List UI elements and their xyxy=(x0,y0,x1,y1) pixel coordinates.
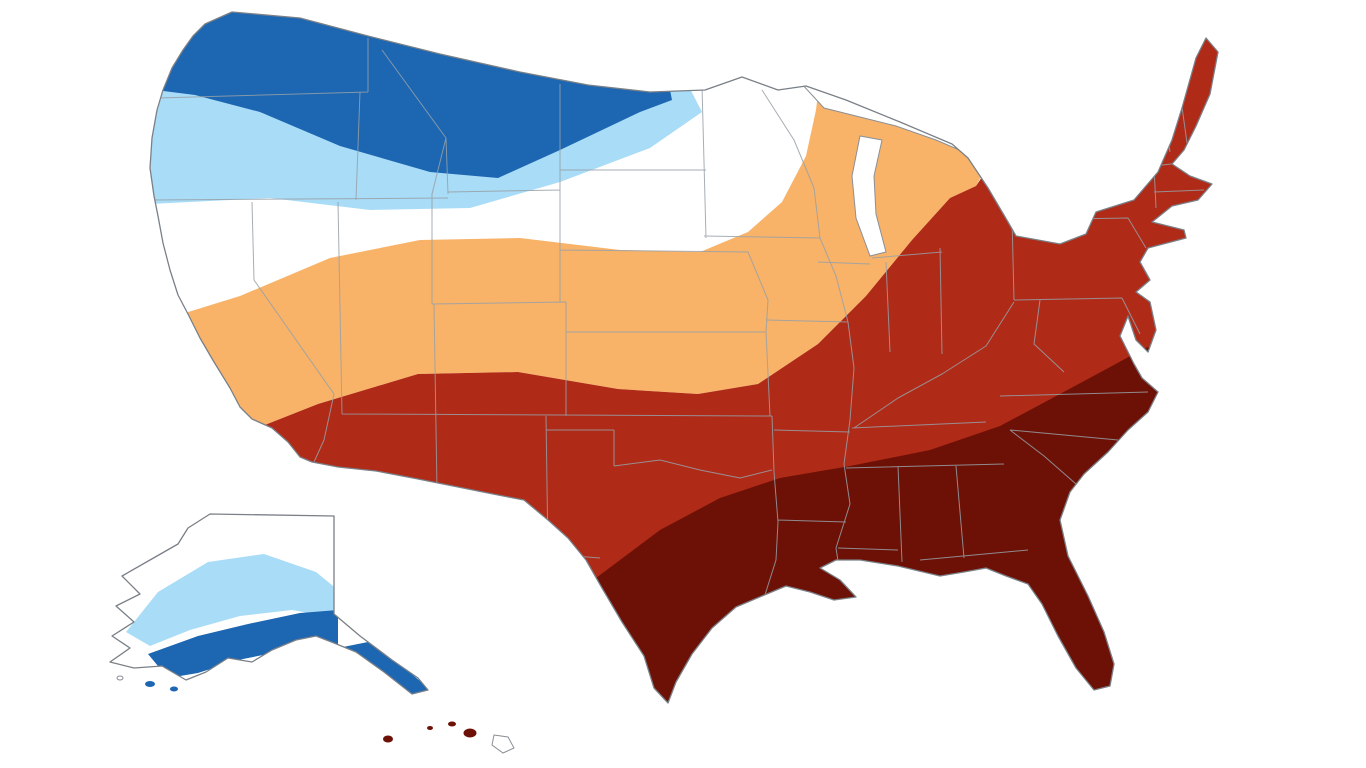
alaska-coastline xyxy=(109,513,429,695)
alaska-inset xyxy=(109,513,429,695)
conus-coastline xyxy=(149,11,1219,704)
hawaii-island-big-island xyxy=(491,734,515,754)
conus-region xyxy=(150,12,1218,703)
hawaii-island-kauai xyxy=(383,735,393,743)
hawaii-island-oahu xyxy=(427,726,433,730)
lake-michigan xyxy=(851,135,887,257)
hawaii-inset xyxy=(383,721,515,754)
aleutian-island-white xyxy=(116,675,124,681)
hawaii-island-maui xyxy=(463,728,477,738)
hawaii-island-molokai xyxy=(448,721,456,727)
aleutian-island-blue-2 xyxy=(170,686,178,692)
aleutian-island-blue-1 xyxy=(145,681,155,687)
alaska-dark-blue-coast xyxy=(148,610,428,694)
alaska-fills xyxy=(110,514,428,694)
alaska-light-blue-band xyxy=(126,554,338,646)
